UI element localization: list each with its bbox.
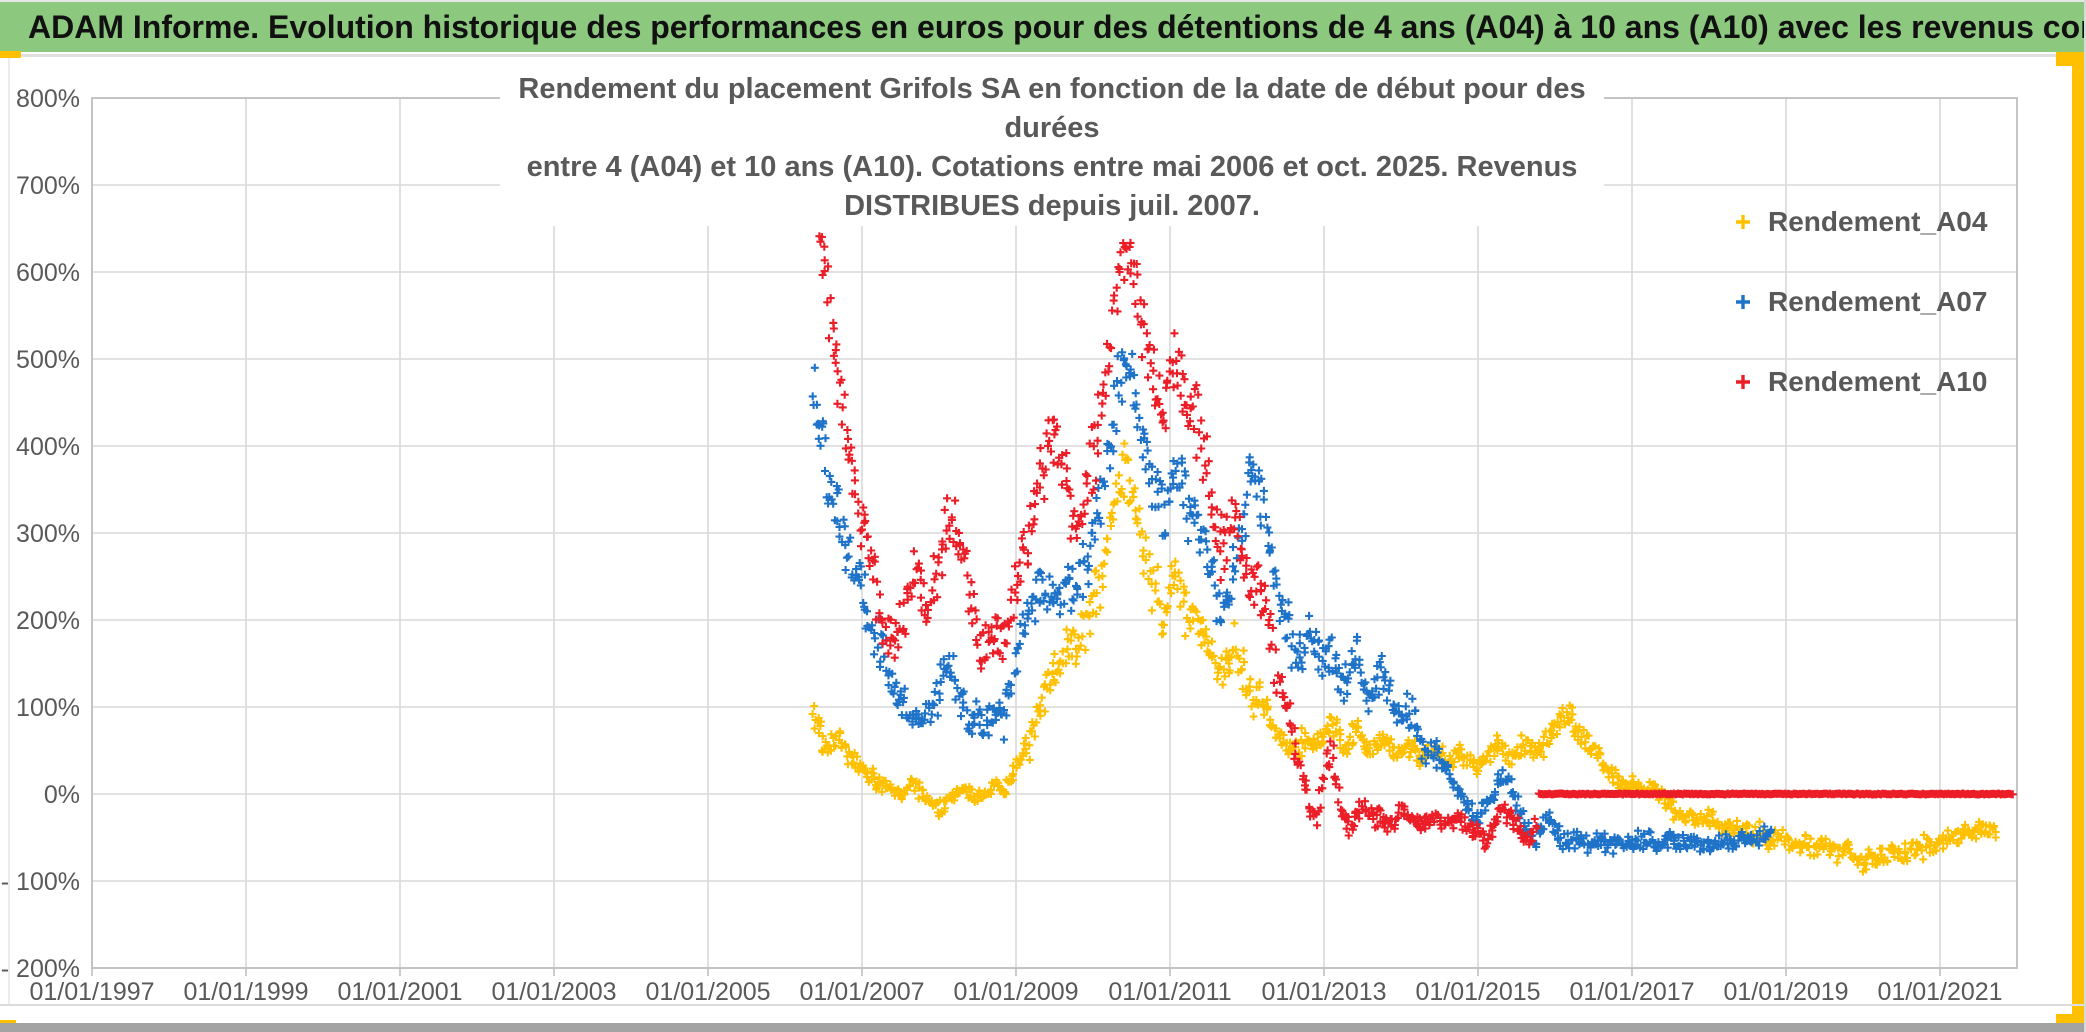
series-rendement_a04 (808, 439, 2000, 876)
x-tick-label: 01/01/2001 (337, 978, 462, 1006)
header-bar: ADAM Informe. Evolution historique des p… (0, 2, 2086, 52)
right-hairline (2084, 0, 2086, 1032)
frame-accent-top-left (0, 51, 21, 58)
x-tick-label: 01/01/2005 (645, 978, 770, 1006)
x-tick-label: 01/01/1997 (29, 978, 154, 1006)
header-divider (0, 54, 2086, 57)
x-tick-label: 01/01/2009 (953, 978, 1078, 1006)
y-tick-label: 600% (16, 259, 80, 287)
x-tick-label: 01/01/2011 (1108, 978, 1231, 1006)
y-tick-label: 700% (16, 172, 80, 200)
y-tick-label: 500% (16, 346, 80, 374)
bottom-band (0, 1023, 2086, 1032)
legend-item-a04: Rendement_A04 (1733, 182, 2033, 262)
chart-title-line2: entre 4 (A04) et 10 ans (A10). Cotations… (526, 151, 1578, 222)
series-rendement_a10-zero-markers (1534, 789, 2017, 799)
x-tick-label: 01/01/2019 (1723, 978, 1848, 1006)
x-tick-label: 01/01/2021 (1877, 978, 2002, 1006)
chart-title: Rendement du placement Grifols SA en fon… (500, 70, 1604, 226)
frame-accent-right-bar (2072, 52, 2084, 1024)
plus-marker-icon (1736, 215, 1750, 229)
legend-label: Rendement_A04 (1768, 206, 1988, 237)
x-axis-ticks (91, 968, 1941, 976)
frame-accent-top-right (2056, 52, 2084, 66)
y-tick-label: - 200% (1, 955, 80, 983)
y-tick-label: 0% (44, 781, 80, 809)
legend-item-a10: Rendement_A10 (1733, 342, 2033, 422)
y-tick-label: 400% (16, 433, 80, 461)
y-tick-label: 300% (16, 520, 80, 548)
left-hairline (8, 58, 10, 1004)
x-tick-label: 01/01/2003 (491, 978, 616, 1006)
series-rendement_a07 (808, 348, 1776, 858)
x-tick-label: 01/01/2013 (1261, 978, 1386, 1006)
y-tick-label: 800% (16, 85, 80, 113)
header-title: ADAM Informe. Evolution historique des p… (28, 8, 2086, 45)
plus-marker-icon (1736, 295, 1750, 309)
legend-item-a07: Rendement_A07 (1733, 262, 2033, 342)
x-tick-label: 01/01/1999 (183, 978, 308, 1006)
chart-title-line1: Rendement du placement Grifols SA en fon… (518, 73, 1586, 144)
legend-label: Rendement_A07 (1768, 286, 1988, 317)
y-tick-label: - 100% (1, 868, 80, 896)
top-divider (0, 0, 2086, 2)
bottom-divider (0, 1004, 2086, 1006)
x-tick-label: 01/01/2017 (1569, 978, 1694, 1006)
legend: Rendement_A04 Rendement_A07 Rendement_A1… (1733, 182, 2033, 422)
x-tick-label: 01/01/2015 (1415, 978, 1540, 1006)
y-tick-label: 100% (16, 694, 80, 722)
y-axis-labels: 800% 700% 600% 500% 400% 300% 200% 100% 0% - 100%… (1, 85, 80, 983)
y-tick-label: 200% (16, 607, 80, 635)
x-tick-label: 01/01/2007 (799, 978, 924, 1006)
plus-marker-icon (1736, 375, 1750, 389)
legend-label: Rendement_A10 (1768, 366, 1988, 397)
x-axis-labels: 01/01/1997 01/01/1999 01/01/2001 01/01/2003… (29, 978, 2002, 1006)
